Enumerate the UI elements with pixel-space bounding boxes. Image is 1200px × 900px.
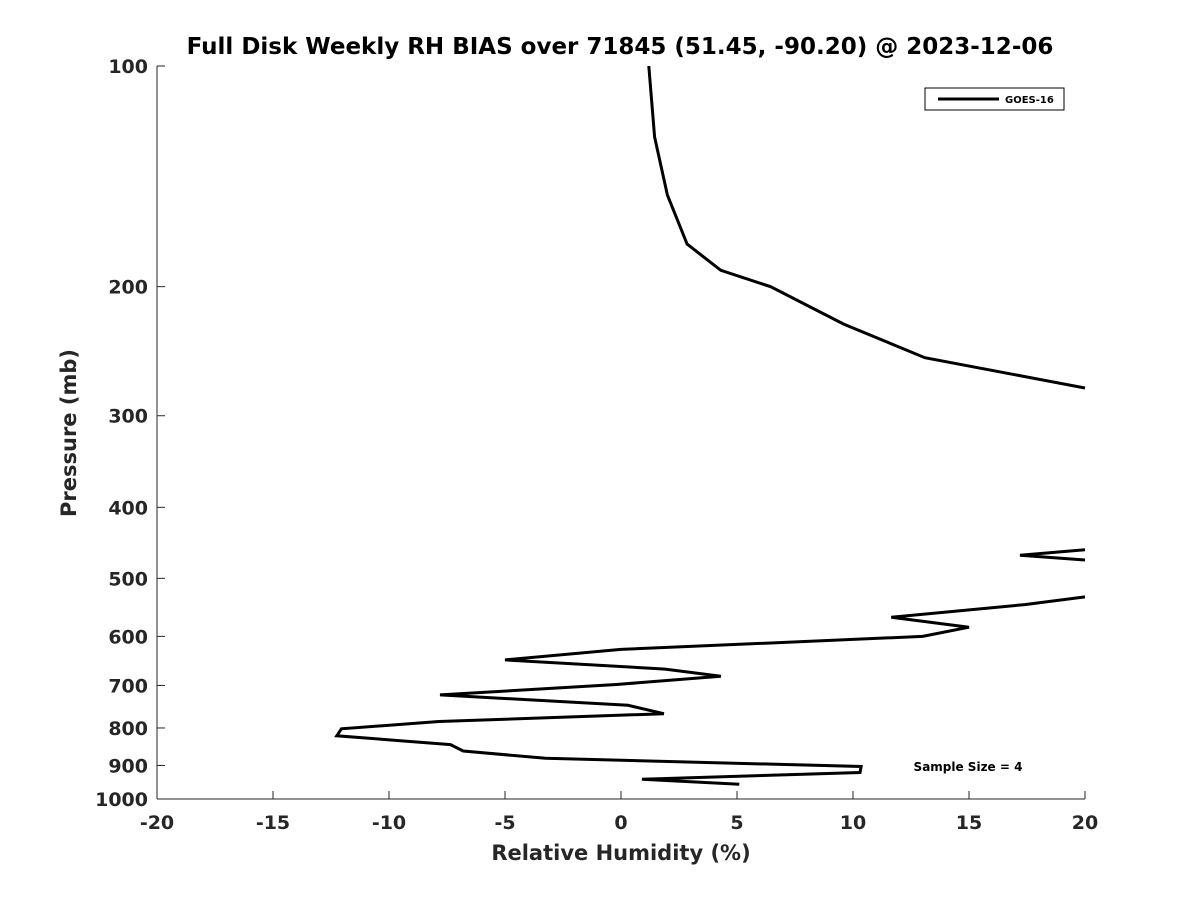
x-tick-label: -20 [140,812,174,834]
y-tick-label: 500 [108,568,148,590]
sample-size-annotation: Sample Size = 4 [914,760,1023,774]
x-tick-label: 10 [840,812,866,834]
legend: GOES-16 [924,87,1065,111]
x-tick-label: -15 [256,812,290,834]
x-tick-label: 0 [614,812,627,834]
series-line-goes-16-segment-2 [1019,548,1086,562]
y-tick-label: 700 [108,675,148,697]
series-line-goes-16-segment-3 [334,595,1086,786]
x-axis-label: Relative Humidity (%) [491,841,750,865]
x-axis: -20 -15 -10 -5 0 5 10 15 20 [140,791,1098,834]
plot-area [334,65,1086,786]
y-tick-label: 800 [108,718,148,740]
y-tick-label: 900 [108,755,148,777]
y-tick-label: 1000 [95,789,148,811]
y-tick-label: 100 [108,56,148,78]
x-tick-label: 20 [1072,812,1098,834]
y-tick-label: 400 [108,497,148,519]
series-line-goes-16-segment-1 [647,65,1086,390]
y-tick-label: 600 [108,626,148,648]
x-tick-label: -5 [494,812,515,834]
y-tick-label: 300 [108,406,148,428]
y-axis-label: Pressure (mb) [57,349,81,517]
x-tick-label: 15 [956,812,982,834]
y-axis: 100 200 300 400 500 600 700 800 900 1000 [95,56,165,811]
y-tick-label: 200 [108,277,148,299]
x-tick-label: -10 [372,812,406,834]
legend-label-goes-16: GOES-16 [1005,95,1054,106]
chart-title: Full Disk Weekly RH BIAS over 71845 (51.… [187,34,1054,60]
x-tick-label: 5 [730,812,743,834]
